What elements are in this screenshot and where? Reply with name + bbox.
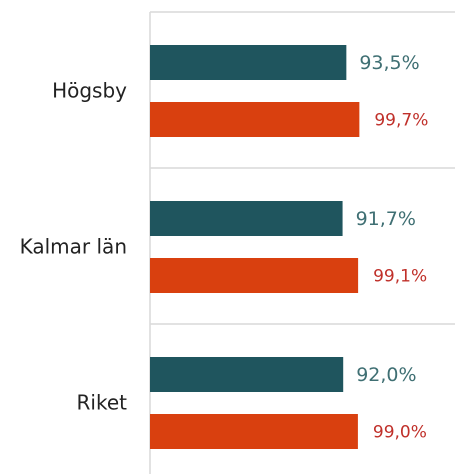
value-label: 92,0% <box>356 364 416 386</box>
bar <box>150 102 360 137</box>
value-label: 99,1% <box>373 267 427 287</box>
value-label: 93,5% <box>359 52 419 74</box>
bar <box>150 201 343 236</box>
bar <box>150 414 358 449</box>
value-label: 91,7% <box>356 208 416 230</box>
bar <box>150 258 359 293</box>
value-label: 99,7% <box>374 111 428 131</box>
value-label: 99,0% <box>373 423 427 443</box>
bar <box>150 45 347 80</box>
category-label: Riket <box>77 391 128 415</box>
category-label: Högsby <box>52 79 127 103</box>
category-label: Kalmar län <box>20 235 127 259</box>
bar <box>150 357 344 392</box>
